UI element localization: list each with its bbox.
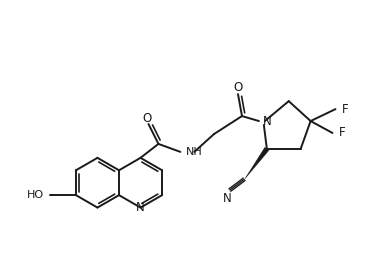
Text: N: N (223, 192, 231, 205)
Text: O: O (143, 111, 152, 125)
Text: F: F (339, 126, 345, 140)
Text: HO: HO (27, 190, 44, 200)
Text: F: F (342, 103, 348, 116)
Text: N: N (136, 201, 145, 214)
Polygon shape (245, 147, 269, 179)
Text: O: O (233, 81, 243, 94)
Text: N: N (263, 115, 272, 127)
Text: NH: NH (186, 147, 203, 157)
